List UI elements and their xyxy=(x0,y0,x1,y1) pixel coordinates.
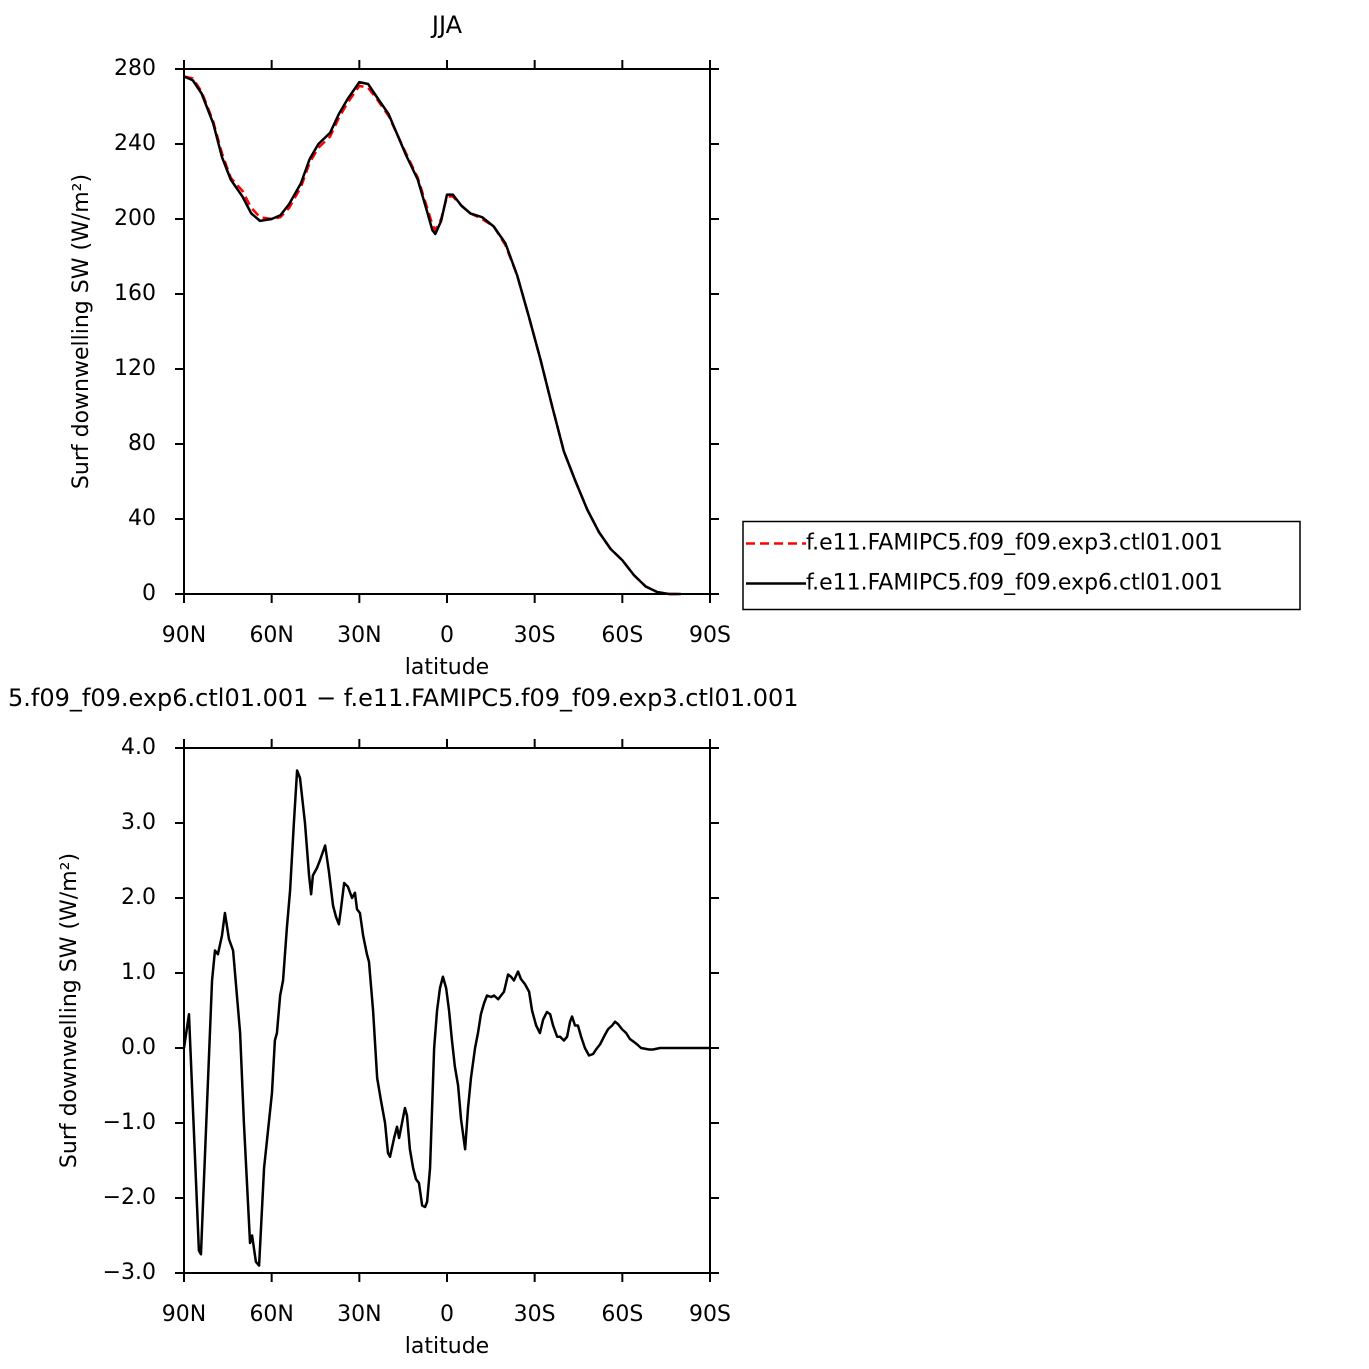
x-tick-label: 60S xyxy=(601,1302,643,1327)
x-tick-label: 30S xyxy=(514,1302,556,1327)
x-tick-label: 90S xyxy=(689,1302,731,1327)
y-tick-label: 2.0 xyxy=(121,885,156,910)
x-tick-label: 60S xyxy=(601,623,643,648)
x-tick-label: 60N xyxy=(249,1302,293,1327)
x-tick-label: 30N xyxy=(337,1302,381,1327)
series-line xyxy=(182,769,710,1267)
series-line xyxy=(183,75,681,596)
y-tick-label: 80 xyxy=(128,431,156,456)
y-axis-label: Surf downwelling SW (W/m²) xyxy=(57,853,82,1168)
chart-title: JJA xyxy=(430,11,463,39)
y-tick-label: −3.0 xyxy=(103,1260,156,1285)
y-tick-label: 120 xyxy=(114,356,156,381)
x-tick-label: 30N xyxy=(337,623,381,648)
legend-box xyxy=(742,520,1301,611)
x-tick-label: 90N xyxy=(162,623,206,648)
y-tick-label: 0 xyxy=(142,581,156,606)
legend-label: f.e11.FAMIPC5.f09_f09.exp3.ctl01.001 xyxy=(806,531,1223,556)
x-tick-label: 90S xyxy=(689,623,731,648)
y-tick-label: −1.0 xyxy=(103,1110,156,1135)
series-line xyxy=(183,75,681,596)
x-axis-label: latitude xyxy=(405,1334,489,1359)
x-tick-label: 90N xyxy=(162,1302,206,1327)
y-tick-label: 280 xyxy=(114,56,156,81)
x-tick-label: 0 xyxy=(440,1302,454,1327)
x-tick-label: 30S xyxy=(514,623,556,648)
plot-frame xyxy=(183,68,711,595)
chart-title: 5.f09_f09.exp6.ctl01.001 − f.e11.FAMIPC5… xyxy=(8,684,799,712)
y-tick-label: 40 xyxy=(128,506,156,531)
y-tick-label: 200 xyxy=(114,206,156,231)
y-tick-label: 1.0 xyxy=(121,960,156,985)
y-tick-label: 160 xyxy=(114,281,156,306)
y-tick-label: −2.0 xyxy=(103,1185,156,1210)
y-axis-label: Surf downwelling SW (W/m²) xyxy=(69,174,94,489)
y-tick-label: 240 xyxy=(114,131,156,156)
x-tick-label: 60N xyxy=(249,623,293,648)
x-axis-label: latitude xyxy=(405,655,489,680)
x-tick-label: 0 xyxy=(440,623,454,648)
y-tick-label: 4.0 xyxy=(121,735,156,760)
y-tick-label: 3.0 xyxy=(121,810,156,835)
y-tick-label: 0.0 xyxy=(121,1035,156,1060)
legend-label: f.e11.FAMIPC5.f09_f09.exp6.ctl01.001 xyxy=(806,571,1223,596)
